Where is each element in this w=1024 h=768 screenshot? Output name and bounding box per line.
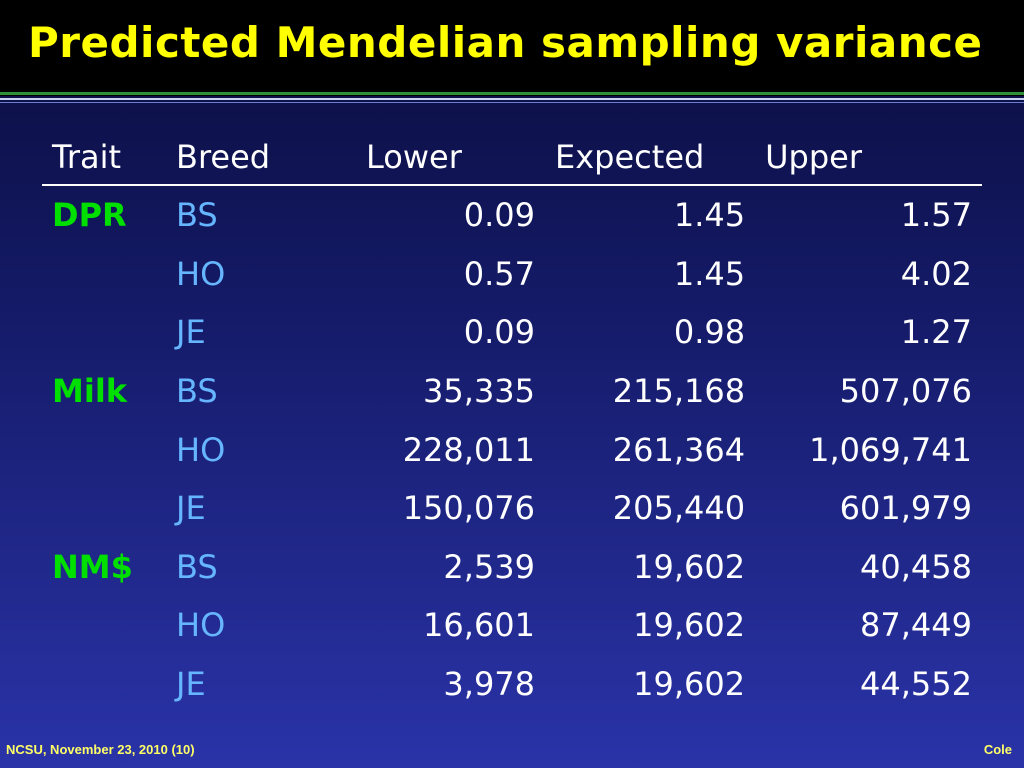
lower-cell: 0.09 <box>463 313 536 352</box>
upper-cell: 507,076 <box>839 372 972 411</box>
breed-cell: JE <box>176 313 206 352</box>
expected-cell: 261,364 <box>612 430 746 469</box>
upper-cell: 1.27 <box>900 313 972 352</box>
expected-cell: 19,602 <box>633 606 746 645</box>
table-row: Milk BS 35,335 215,168 507,076 <box>42 362 982 421</box>
trait-cell <box>42 596 166 655</box>
header-breed: Breed <box>166 130 356 186</box>
title-divider-blue <box>0 102 1024 103</box>
trait-cell: Milk <box>52 372 128 411</box>
trait-cell: DPR <box>52 196 127 235</box>
breed-cell: BS <box>176 372 218 411</box>
breed-cell: HO <box>176 254 226 293</box>
header-lower: Lower <box>356 130 546 186</box>
upper-cell: 87,449 <box>860 606 972 645</box>
lower-cell: 35,335 <box>423 372 536 411</box>
trait-cell <box>42 303 166 362</box>
footer-author: Cole <box>983 742 1012 757</box>
expected-cell: 0.98 <box>673 313 746 352</box>
header-upper: Upper <box>755 130 982 186</box>
table-row: JE 3,978 19,602 44,552 <box>42 655 982 714</box>
expected-cell: 19,602 <box>633 547 746 586</box>
footer-source: NCSU, November 23, 2010 (10) <box>6 742 195 757</box>
upper-cell: 4.02 <box>900 254 972 293</box>
breed-cell: BS <box>176 547 218 586</box>
upper-cell: 1.57 <box>900 196 972 235</box>
expected-cell: 215,168 <box>612 372 746 411</box>
upper-cell: 40,458 <box>860 547 972 586</box>
table-row: HO 0.57 1.45 4.02 <box>42 245 982 304</box>
table-row: DPR BS 0.09 1.45 1.57 <box>42 185 982 245</box>
breed-cell: JE <box>176 665 206 704</box>
upper-cell: 601,979 <box>839 489 972 528</box>
lower-cell: 2,539 <box>443 547 536 586</box>
breed-cell: JE <box>176 489 206 528</box>
expected-cell: 205,440 <box>612 489 746 528</box>
lower-cell: 228,011 <box>402 430 536 469</box>
expected-cell: 1.45 <box>673 196 746 235</box>
lower-cell: 3,978 <box>443 665 536 704</box>
table-header-row: Trait Breed Lower Expected Upper <box>42 130 982 186</box>
upper-cell: 44,552 <box>860 665 972 704</box>
lower-cell: 150,076 <box>402 489 536 528</box>
header-expected: Expected <box>545 130 756 186</box>
expected-cell: 19,602 <box>633 665 746 704</box>
upper-cell: 1,069,741 <box>809 430 972 469</box>
expected-cell: 1.45 <box>673 254 746 293</box>
variance-table: Trait Breed Lower Expected Upper DPR BS … <box>42 130 982 713</box>
table-row: HO 16,601 19,602 87,449 <box>42 596 982 655</box>
title-band <box>0 0 1024 96</box>
breed-cell: BS <box>176 196 218 235</box>
trait-cell: NM$ <box>52 547 133 586</box>
lower-cell: 16,601 <box>423 606 536 645</box>
breed-cell: HO <box>176 606 226 645</box>
trait-cell <box>42 420 166 479</box>
trait-cell <box>42 655 166 714</box>
slide-title: Predicted Mendelian sampling variance <box>28 18 983 67</box>
table-row: JE 0.09 0.98 1.27 <box>42 303 982 362</box>
trait-cell <box>42 245 166 304</box>
lower-cell: 0.57 <box>463 254 536 293</box>
header-trait: Trait <box>42 130 166 186</box>
table-row: NM$ BS 2,539 19,602 40,458 <box>42 538 982 597</box>
breed-cell: HO <box>176 430 226 469</box>
title-divider-green <box>0 92 1024 95</box>
lower-cell: 0.09 <box>463 196 536 235</box>
table-row: JE 150,076 205,440 601,979 <box>42 479 982 538</box>
title-divider-white <box>0 98 1024 100</box>
table-row: HO 228,011 261,364 1,069,741 <box>42 420 982 479</box>
trait-cell <box>42 479 166 538</box>
